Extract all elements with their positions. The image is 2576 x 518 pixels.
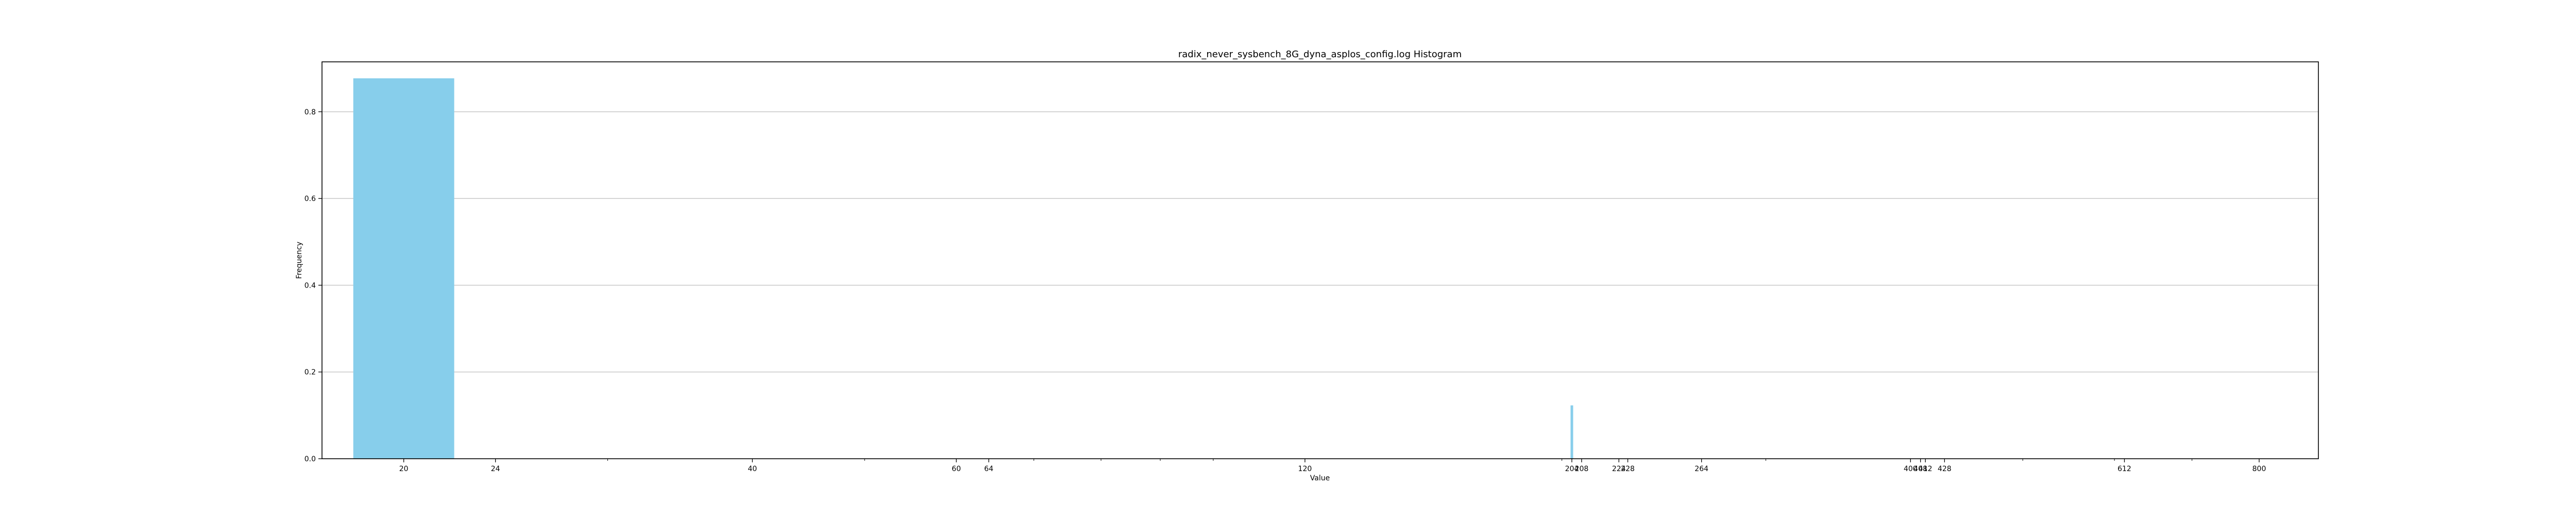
y-tick-label: 0.8 [304, 108, 316, 116]
plot-frame [321, 61, 2319, 459]
x-tick-label: 224 [1612, 465, 1626, 473]
histogram-bar [1570, 405, 1573, 459]
y-tick-label: 0.2 [304, 369, 316, 377]
x-tick-label: 612 [2117, 465, 2131, 473]
x-tick-label: 408 [1913, 465, 1927, 473]
x-tick-label: 800 [2252, 465, 2266, 473]
x-tick-label: 120 [1298, 465, 1312, 473]
x-tick-label: 412 [1919, 465, 1933, 473]
x-tick-label: 264 [1694, 465, 1708, 473]
x-tick-label: 228 [1621, 465, 1635, 473]
x-axis-label: Value [1310, 474, 1330, 482]
y-tick-label: 0.4 [304, 281, 316, 290]
chart-title: radix_never_sysbench_8G_dyna_asplos_conf… [1178, 49, 1462, 60]
x-tick-label: 428 [1938, 465, 1952, 473]
x-tick-label: 204 [1565, 465, 1579, 473]
x-tick-label: 60 [952, 465, 961, 473]
y-axis: 0.0 0.2 0.4 0.6 0.8 [304, 108, 322, 463]
bars-layer [353, 78, 1573, 459]
grid-layer [322, 111, 2318, 373]
x-tick-label: 40 [748, 465, 757, 473]
y-tick-label: 0.6 [304, 195, 316, 203]
histogram-bar [353, 78, 454, 459]
y-tick-label: 0.0 [304, 455, 316, 463]
x-tick-label: 208 [1575, 465, 1589, 473]
x-tick-label: 64 [984, 465, 993, 473]
y-axis-label: Frequency [295, 242, 303, 279]
x-tick-label: 400 [1904, 465, 1918, 473]
x-tick-label: 24 [491, 465, 500, 473]
x-tick-label: 20 [399, 465, 409, 473]
